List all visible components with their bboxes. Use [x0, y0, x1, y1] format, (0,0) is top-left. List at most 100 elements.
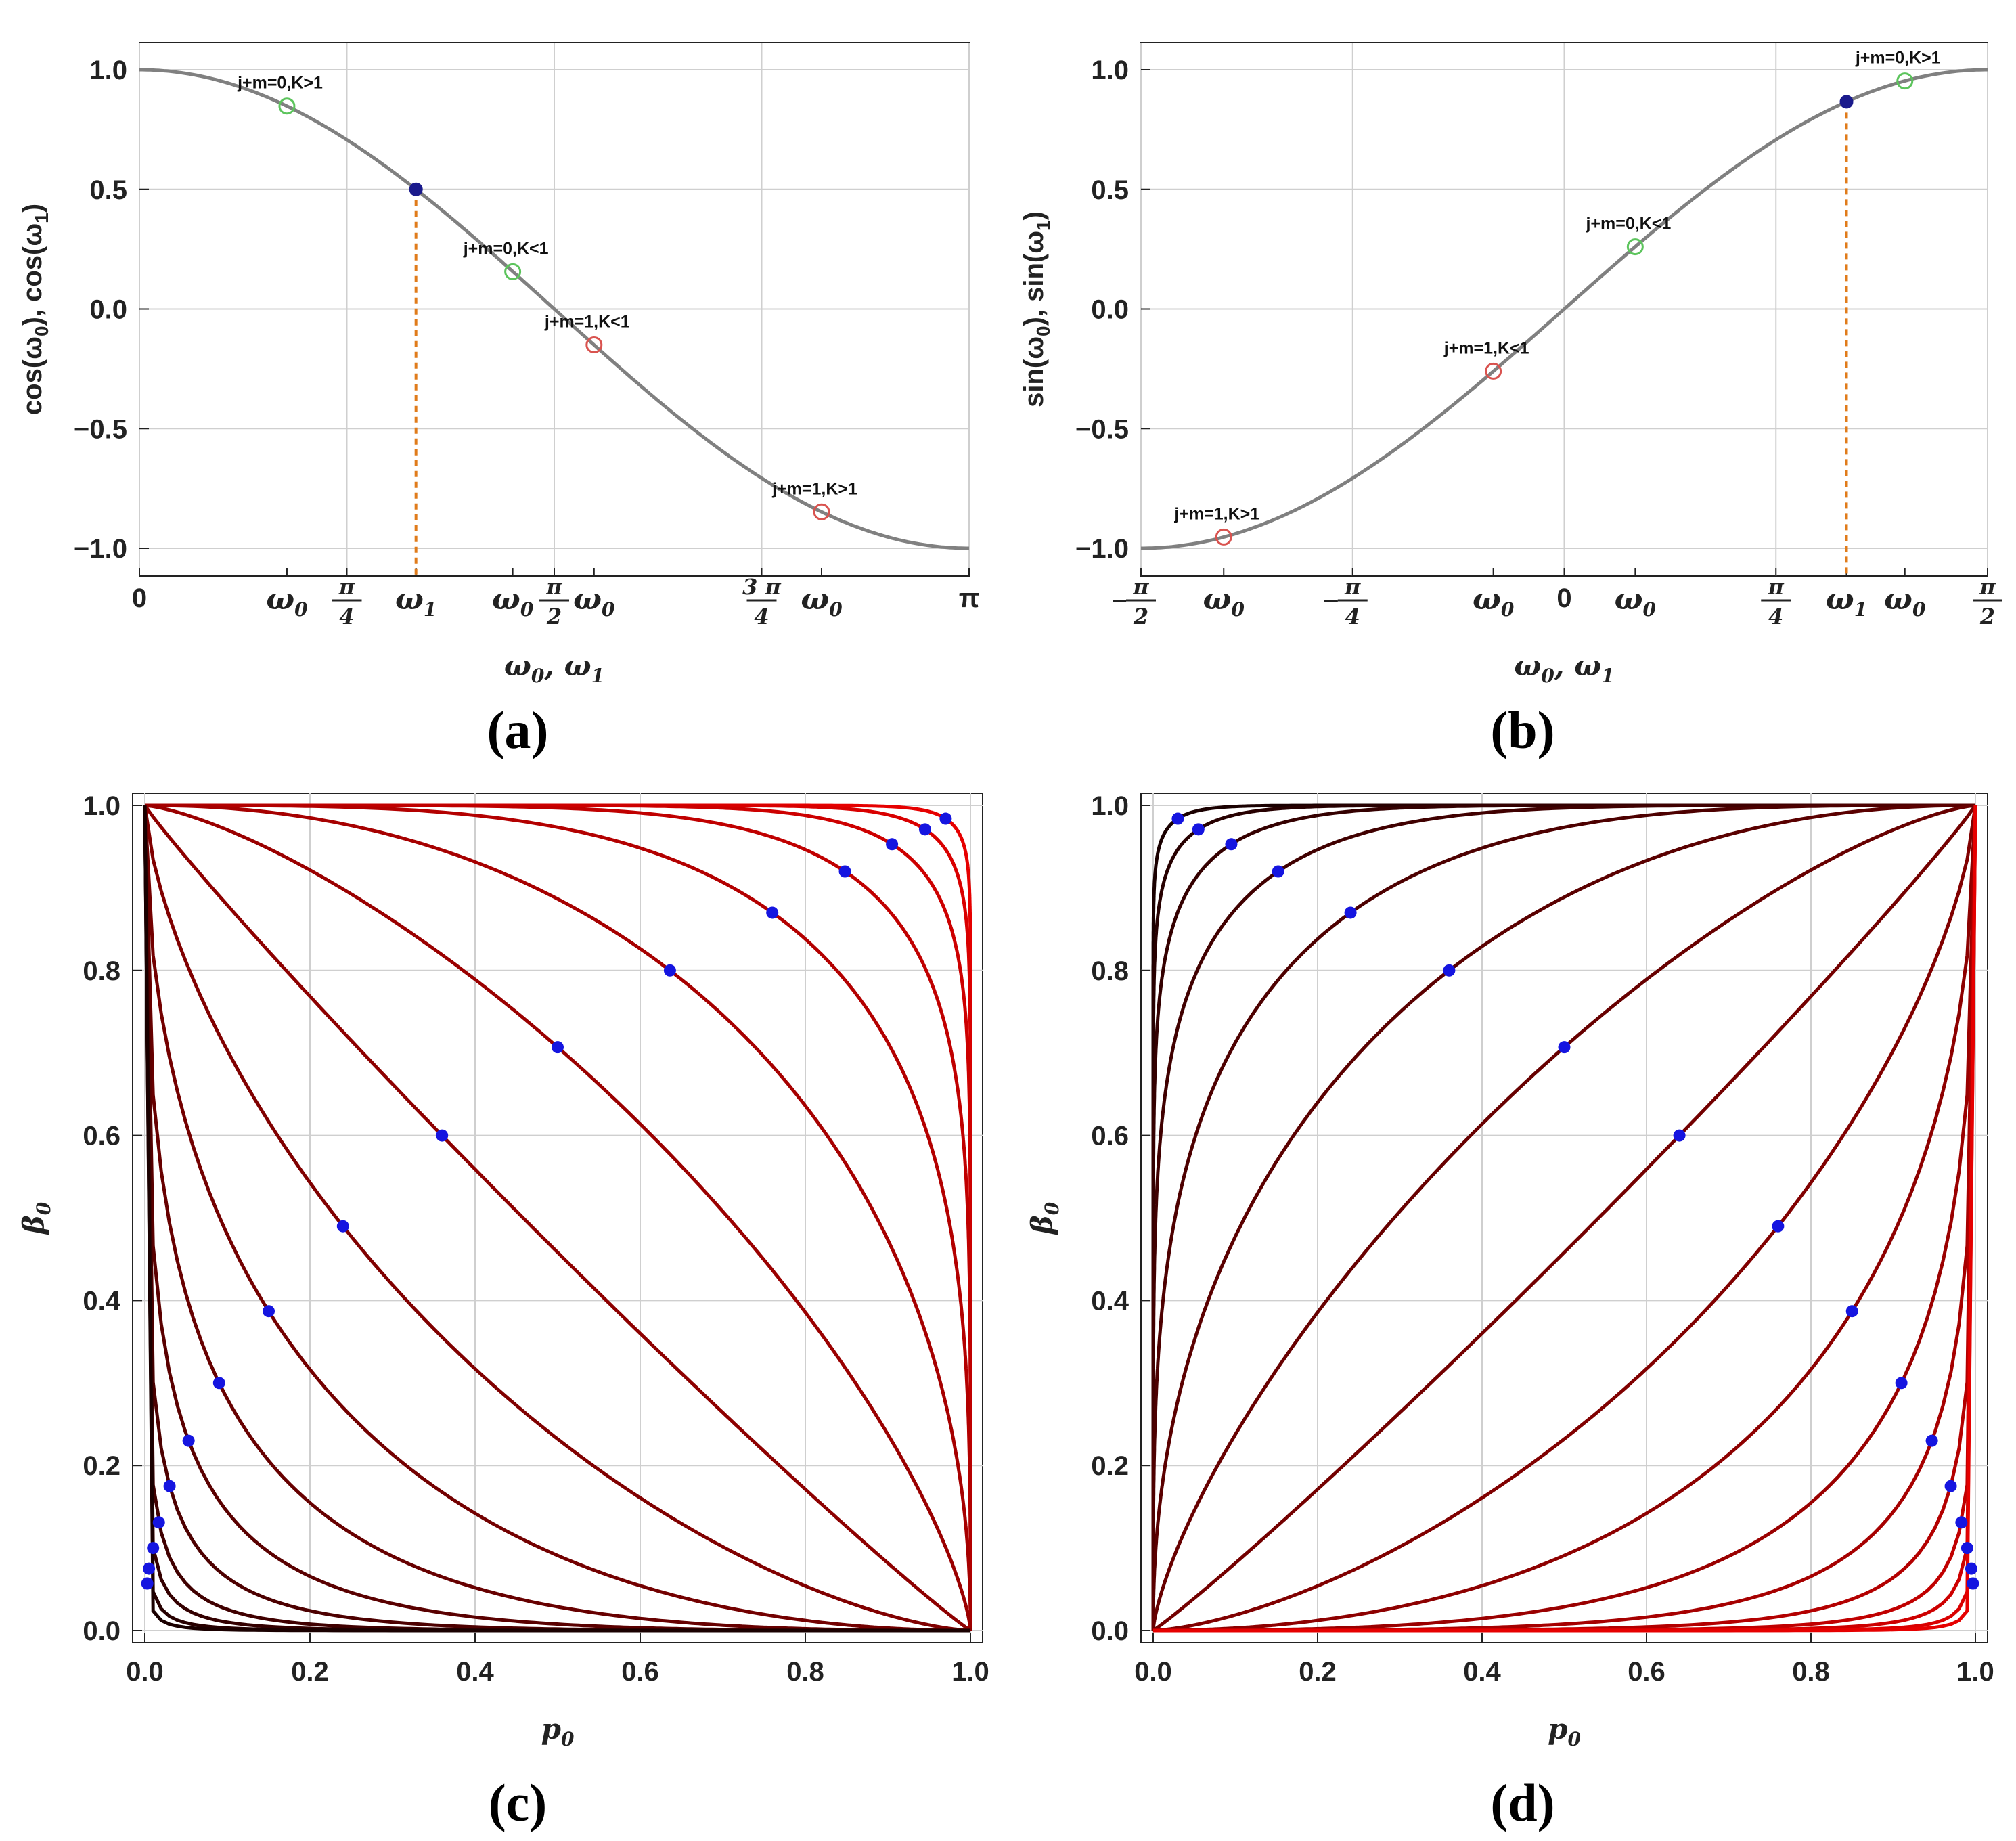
x-tick-label-2: 0.4: [1463, 1657, 1501, 1687]
marker-red-3: [813, 503, 830, 520]
curve-8: [1153, 805, 1977, 1633]
y-tick-label-1: 0.2: [83, 1451, 120, 1481]
x-tick-frac-2: π4: [332, 574, 362, 629]
marker-red-2: [585, 336, 603, 354]
blue-point-0: [939, 812, 952, 825]
curve-4: [1151, 803, 1975, 1631]
x-tick-frac-num-0: π: [1132, 574, 1149, 600]
marker-red-2: [1485, 362, 1502, 380]
curve-5: [1151, 803, 1975, 1631]
x-tick-label-8: ω0: [1884, 582, 1926, 621]
y-tick-label-0: 0.0: [1091, 1616, 1129, 1646]
curve-10: [1153, 805, 1977, 1633]
panel-label-b: (b): [1490, 701, 1554, 759]
curve-10: [143, 805, 970, 1633]
y-axis-label: cos(ω0), cos(ω1): [18, 204, 52, 415]
x-tick-label-7: ω1: [1826, 582, 1867, 621]
y-tick-label-1: −0.5: [1075, 414, 1129, 444]
curve-2: [145, 803, 972, 1631]
x-tick-label-1: ω0: [266, 582, 308, 621]
blue-point-5: [663, 964, 676, 977]
panel-label-d: (d): [1490, 1773, 1554, 1832]
x-tick-frac-num-6: π: [1768, 574, 1785, 600]
x-tick-frac-num-2: π: [1344, 574, 1361, 600]
y-tick-label-4: 1.0: [89, 56, 127, 85]
marker-green-1: [504, 263, 522, 280]
blue-point-2: [886, 838, 899, 851]
y-tick-label-2: 0.0: [89, 295, 127, 325]
marker-green-1: [1626, 238, 1644, 256]
y-tick-label-0: 0.0: [83, 1616, 120, 1646]
blue-point-10: [1895, 1377, 1908, 1390]
blue-point-16: [1967, 1577, 1979, 1590]
x-tick-label-4: ω0: [492, 582, 534, 621]
blue-point-12: [163, 1480, 176, 1492]
x-tick-frac-2: π 4−: [1322, 574, 1368, 629]
blue-point-6: [1558, 1041, 1571, 1054]
blue-point-3: [838, 865, 851, 878]
curve-16: [1153, 805, 1977, 1633]
marker-label-3: j+m=1,K>1: [771, 479, 857, 498]
marker-label-3: j+m=1,K>1: [1173, 504, 1259, 523]
blue-point-11: [1925, 1434, 1938, 1447]
blue-point-1: [1192, 823, 1205, 836]
x-tick-frac-7: 3 π4: [742, 574, 781, 629]
x-tick-frac-den-7: 4: [754, 604, 769, 629]
blue-point-7: [436, 1129, 449, 1142]
curve-1: [1151, 803, 1975, 1631]
curve-13: [143, 805, 970, 1633]
blue-point-16: [141, 1577, 154, 1590]
x-tick-label-6: ω0: [573, 582, 615, 621]
blue-point-14: [147, 1542, 160, 1555]
x-tick-frac-den-2: 4: [339, 604, 354, 629]
marker-red-3: [1215, 528, 1232, 546]
x-tick-label-8: ω0: [801, 582, 843, 621]
curve-13: [1153, 805, 1977, 1633]
x-tick-label-2: 0.4: [456, 1657, 494, 1687]
marker-green-0: [278, 97, 296, 115]
x-tick-frac-sign-0: −: [1111, 587, 1129, 613]
omega1-point: [1839, 95, 1854, 109]
marker-label-0: j+m=0,K>1: [1855, 49, 1941, 68]
x-tick-label-4: 0.8: [786, 1657, 824, 1687]
x-tick-label-4: 0.8: [1792, 1657, 1830, 1687]
blue-point-11: [182, 1434, 195, 1447]
blue-point-4: [1344, 906, 1357, 919]
curve-3: [145, 803, 972, 1631]
blue-point-1: [918, 823, 931, 836]
y-tick-label-4: 0.8: [1091, 956, 1129, 986]
curve-1: [145, 803, 972, 1631]
y-tick-label-4: 0.8: [83, 956, 120, 986]
x-axis-label: ω0, ω1: [504, 649, 604, 687]
x-axis-label: p0: [1548, 1712, 1581, 1750]
blue-point-8: [1772, 1220, 1785, 1233]
x-tick-frac-sign-2: −: [1322, 587, 1340, 613]
x-tick-frac-0: π 2−: [1111, 574, 1156, 629]
curve-8: [143, 805, 970, 1633]
blue-point-5: [1443, 964, 1456, 977]
y-tick-label-1: −0.5: [74, 414, 127, 444]
x-tick-frac-den-2: 4: [1345, 604, 1360, 629]
panel-d-beta-plot: 0.0 0.2 0.4 0.6 0.8 1.0 0.0 0.2 0.4 0.6 0.8 1.0 p0 β0: [1025, 791, 1994, 1750]
curve-2: [1151, 803, 1975, 1631]
blue-point-4: [766, 906, 779, 919]
marker-label-2: j+m=1,K<1: [544, 313, 630, 332]
blue-point-3: [1272, 865, 1284, 878]
plot-frame: [1140, 793, 1988, 1643]
y-axis-label: sin(ω0), sin(ω1): [1019, 211, 1054, 407]
marker-label-1: j+m=0,K<1: [463, 239, 549, 258]
blue-point-10: [212, 1377, 225, 1390]
x-axis-label: p0: [541, 1712, 575, 1750]
x-tick-frac-den-9: 2: [1979, 604, 1995, 629]
y-tick-label-3: 0.6: [1091, 1122, 1129, 1151]
x-tick-label-3: ω0: [1473, 582, 1515, 621]
curve-11: [1153, 805, 1977, 1633]
marker-label-0: j+m=0,K>1: [237, 74, 323, 93]
blue-point-9: [263, 1305, 275, 1318]
y-tick-label-3: 0.6: [83, 1122, 120, 1151]
x-tick-frac-5: π2: [539, 574, 570, 629]
x-tick-frac-num-7: 3 π: [742, 574, 781, 600]
function-curve: [139, 68, 969, 550]
y-axis-label: β0: [1025, 1201, 1063, 1235]
marker-label-2: j+m=1,K<1: [1443, 338, 1529, 357]
